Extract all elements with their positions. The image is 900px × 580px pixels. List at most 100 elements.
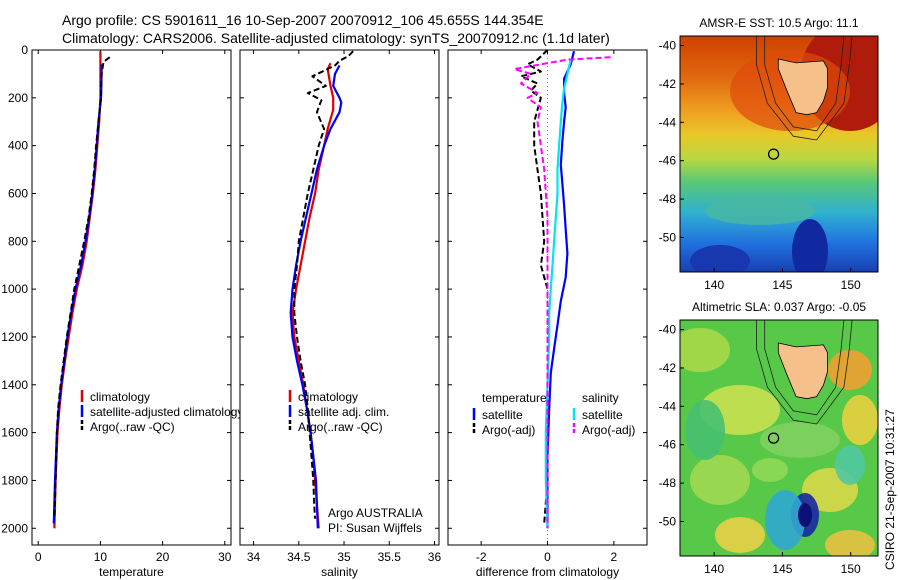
y-tick-label: -46 [659,438,677,452]
sla-anomaly-patch [685,400,725,460]
sla-low-core [798,503,812,527]
y-tick-label: -48 [659,192,677,206]
sla-anomaly-patch [828,350,872,390]
x-tick-label: 35.5 [378,550,402,564]
profile-panel-1: 0 10 20 30 0 200 400 600 800 1000 1200 1400 1600 1800… [1,43,243,579]
plot-frame [239,49,440,546]
x-axis-label: temperature [99,565,164,579]
legend-header-salinity: salinity [582,391,619,405]
x-tick-label: 2 [610,550,617,564]
legend-header-temperature: temperature [482,391,547,405]
argo-location-marker [767,432,780,444]
x-tick-label: 34.5 [287,550,311,564]
series-line-4 [513,56,611,529]
x-tick-label: 10 [94,550,108,564]
y-tick-label: 1200 [1,330,28,344]
y-tick-label: 600 [8,186,28,200]
y-tick-label: -40 [659,39,677,53]
legend-label: climatology [90,390,150,404]
legend-label: satellite adj. clim. [298,405,389,419]
y-tick-label: 1000 [1,282,28,296]
y-tick-label: -42 [659,361,677,375]
map-frame [679,35,879,273]
x-tick-label: 145 [772,562,792,576]
legend-label: Argo(-adj) [482,423,535,437]
y-tick-label: 1800 [1,473,28,487]
figure-title-line1: Argo profile: CS 5901611_16 10-Sep-2007 … [62,12,544,28]
depth-contour [764,36,845,132]
x-tick-label: 150 [841,562,861,576]
tasmania-landmass [777,58,828,116]
y-tick-label: 2000 [1,521,28,535]
legend-label: satellite-adjusted climatology [90,405,243,419]
argo-location-marker [767,148,780,160]
y-tick-label: -42 [659,77,677,91]
y-tick-label: 1400 [1,378,28,392]
profile-panel-2: 34 34.5 35 35.5 36 salinity climatologysatelli… [239,49,442,579]
x-tick-label: 0 [35,550,42,564]
y-tick-label: -44 [659,399,677,413]
depth-contour [756,320,853,425]
legend-label: Argo(..raw -QC) [90,420,175,434]
plot-frame [31,49,232,546]
map-field [680,320,878,556]
y-tick-label: -44 [659,115,677,129]
x-tick-label: 36 [428,550,442,564]
x-tick-label: 20 [156,550,170,564]
x-axis-label: difference from climatology [476,565,619,579]
depth-contour [764,320,845,416]
sla-anomaly-patch [835,445,865,485]
x-tick-label: 140 [704,278,724,292]
legend-label: climatology [298,390,358,404]
y-tick-label: 800 [8,234,28,248]
map-title: AMSR-E SST: 10.5 Argo: 11.1 [699,16,859,30]
x-tick-label: 140 [704,562,724,576]
figure-title-line2: Climatology: CARS2006. Satellite-adjuste… [62,30,610,46]
sst-map: AMSR-E SST: 10.5 Argo: 11.1 140 145 150 -40 -… [659,16,879,292]
map-field [680,36,878,272]
pi-annotation: PI: Susan Wijffels [328,521,422,535]
sla-map: Altimetric SLA: 0.037 Argo: -0.05 140 145 1… [659,300,879,576]
legend-label: satellite [482,408,523,422]
x-tick-label: 145 [772,278,792,292]
cold-patch [792,219,828,272]
sla-anomaly-patch [752,458,788,482]
y-tick-label: 400 [8,139,28,153]
sla-anomaly-patch [760,422,840,458]
series-line-3 [53,56,111,519]
x-tick-label: 34 [247,550,261,564]
front-band [705,197,815,225]
series-line-1 [546,50,576,529]
tasmania-landmass [777,342,828,400]
y-tick-label: 1600 [1,426,28,440]
cold-patch [690,245,750,272]
legend-label: Argo(..raw -QC) [298,420,383,434]
credit-stamp: CSIRO 21-Sep-2007 10:31:27 [883,409,897,570]
x-tick-label: 30 [218,550,232,564]
map-frame [679,319,879,557]
y-tick-label: -50 [659,230,677,244]
sla-anomaly-patch [680,328,730,372]
x-tick-label: 0 [544,550,551,564]
legend-label: satellite [582,408,623,422]
map-title: Altimetric SLA: 0.037 Argo: -0.05 [692,300,866,314]
x-tick-label: 35 [337,550,351,564]
y-tick-label: 0 [21,43,28,57]
y-tick-label: -50 [659,514,677,528]
sla-anomaly-patch [825,530,875,556]
y-tick-label: 200 [8,91,28,105]
sla-anomaly-patch [690,455,750,505]
series-line-3 [293,50,354,519]
x-tick-label: 150 [841,278,861,292]
y-tick-label: -48 [659,476,677,490]
sla-anomaly-patch [715,517,765,553]
y-tick-label: -40 [659,323,677,337]
series-line-2 [289,64,343,529]
x-axis-label: salinity [321,565,358,579]
legend-label: Argo(-adj) [582,423,635,437]
depth-contour [756,36,853,141]
y-tick-label: -46 [659,154,677,168]
sla-anomaly-patch [842,395,878,445]
